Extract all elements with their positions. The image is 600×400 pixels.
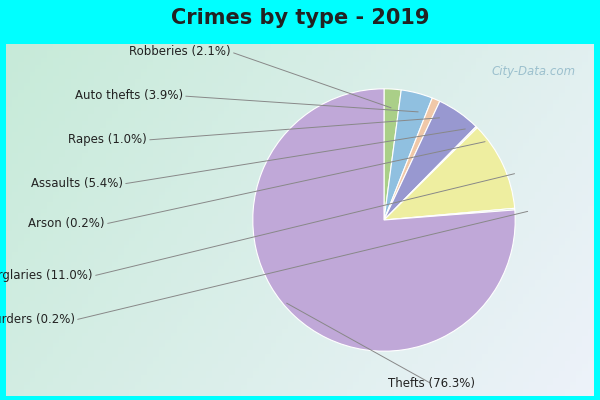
Wedge shape: [384, 98, 440, 220]
Wedge shape: [384, 101, 476, 220]
Text: Murders (0.2%): Murders (0.2%): [0, 314, 75, 326]
Text: City-Data.com: City-Data.com: [492, 66, 576, 78]
Text: Arson (0.2%): Arson (0.2%): [29, 218, 105, 230]
Text: Rapes (1.0%): Rapes (1.0%): [68, 134, 147, 146]
Text: Thefts (76.3%): Thefts (76.3%): [389, 378, 476, 390]
Text: Burglaries (11.0%): Burglaries (11.0%): [0, 270, 93, 282]
Wedge shape: [253, 89, 515, 351]
Wedge shape: [384, 128, 515, 220]
Wedge shape: [384, 126, 477, 220]
Wedge shape: [384, 89, 401, 220]
Wedge shape: [384, 208, 515, 220]
Text: Crimes by type - 2019: Crimes by type - 2019: [171, 8, 429, 28]
Wedge shape: [384, 90, 432, 220]
Text: Assaults (5.4%): Assaults (5.4%): [31, 178, 123, 190]
Text: Robberies (2.1%): Robberies (2.1%): [130, 46, 231, 58]
Text: Auto thefts (3.9%): Auto thefts (3.9%): [75, 90, 183, 102]
